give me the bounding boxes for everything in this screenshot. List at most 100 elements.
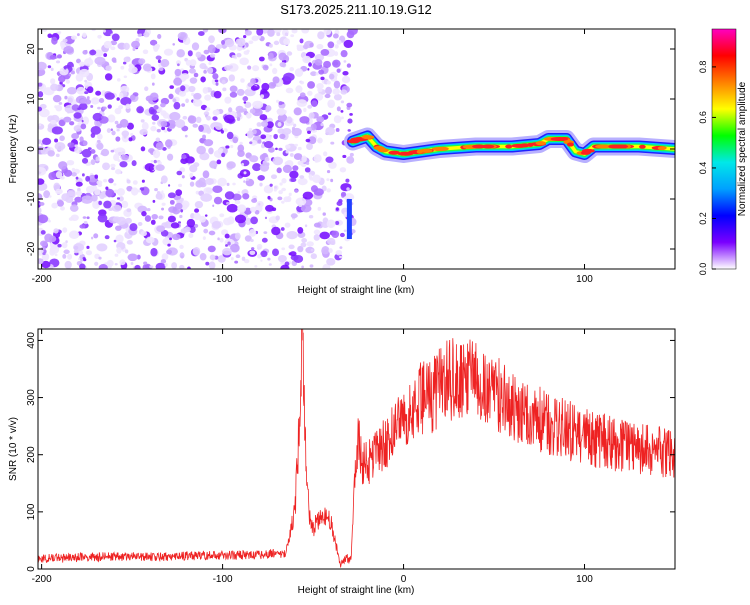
- noise-speckle: [145, 65, 152, 72]
- noise-speckle: [136, 254, 141, 260]
- snr-x-tick-label: 0: [401, 574, 407, 585]
- noise-speckle: [164, 221, 173, 229]
- noise-speckle: [81, 195, 93, 204]
- noise-speckle: [170, 222, 180, 229]
- noise-speckle: [228, 74, 235, 82]
- noise-speckle: [180, 85, 186, 92]
- noise-speckle: [167, 184, 171, 187]
- noise-speckle: [293, 107, 302, 116]
- noise-speckle: [85, 175, 91, 182]
- noise-speckle: [42, 252, 46, 256]
- noise-speckle: [116, 188, 125, 196]
- noise-speckle: [41, 260, 51, 269]
- noise-speckle: [70, 70, 75, 75]
- noise-speckle: [265, 204, 274, 212]
- noise-speckle: [40, 230, 46, 235]
- noise-speckle: [75, 95, 87, 104]
- noise-speckle: [284, 161, 291, 166]
- onset-band: [346, 199, 352, 239]
- noise-speckle: [305, 138, 311, 143]
- noise-speckle: [316, 116, 325, 123]
- noise-speckle: [288, 192, 292, 197]
- noise-speckle: [180, 73, 190, 80]
- noise-speckle: [205, 178, 214, 185]
- noise-speckle: [51, 36, 58, 45]
- noise-speckle: [62, 254, 67, 259]
- noise-speckle: [300, 242, 307, 248]
- noise-speckle: [260, 250, 268, 258]
- noise-speckle: [76, 58, 81, 64]
- noise-speckle: [200, 76, 206, 83]
- noise-speckle: [318, 69, 325, 75]
- noise-speckle: [73, 124, 82, 132]
- noise-speckle: [200, 193, 213, 202]
- noise-speckle: [303, 107, 307, 113]
- noise-speckle: [215, 44, 223, 50]
- noise-speckle: [121, 200, 129, 209]
- noise-speckle: [195, 116, 202, 124]
- noise-speckle: [256, 243, 263, 250]
- noise-speckle: [155, 192, 163, 200]
- noise-speckle: [132, 47, 136, 51]
- noise-speckle: [340, 49, 348, 58]
- noise-speckle: [342, 70, 349, 76]
- noise-speckle: [38, 108, 50, 118]
- noise-speckle: [290, 213, 298, 219]
- noise-speckle: [86, 96, 90, 100]
- noise-speckle: [91, 29, 96, 32]
- noise-speckle: [195, 51, 202, 58]
- noise-speckle: [257, 254, 262, 259]
- signal-hotspot: [377, 148, 389, 153]
- noise-speckle: [340, 109, 344, 113]
- noise-speckle: [172, 43, 175, 46]
- noise-speckle: [54, 142, 66, 151]
- noise-speckle: [203, 139, 214, 147]
- noise-speckle: [193, 72, 199, 78]
- noise-speckle: [139, 128, 148, 136]
- noise-speckle: [336, 200, 343, 207]
- noise-speckle: [77, 107, 82, 111]
- noise-speckle: [104, 73, 113, 81]
- noise-speckle: [118, 92, 124, 99]
- noise-speckle: [245, 217, 252, 226]
- noise-speckle: [307, 68, 310, 71]
- snr-x-tick-label: -200: [32, 574, 52, 585]
- noise-speckle: [82, 216, 87, 219]
- noise-speckle: [167, 192, 176, 199]
- noise-speckle: [96, 180, 103, 185]
- noise-speckle: [164, 262, 168, 267]
- noise-speckle: [343, 39, 354, 49]
- noise-speckle: [309, 264, 314, 268]
- noise-speckle: [84, 79, 88, 83]
- noise-speckle: [330, 141, 335, 145]
- noise-speckle: [185, 59, 192, 66]
- noise-speckle: [56, 54, 62, 59]
- noise-speckle: [306, 241, 314, 247]
- noise-speckle: [346, 63, 352, 68]
- noise-speckle: [126, 208, 132, 213]
- noise-speckle: [144, 86, 149, 92]
- noise-speckle: [277, 113, 288, 123]
- noise-speckle: [276, 99, 280, 103]
- noise-speckle: [313, 234, 320, 241]
- noise-speckle: [243, 101, 247, 104]
- noise-speckle: [129, 223, 138, 232]
- noise-speckle: [61, 193, 70, 202]
- noise-speckle: [220, 129, 224, 134]
- noise-speckle: [152, 149, 161, 159]
- noise-speckle: [273, 133, 278, 140]
- noise-speckle: [130, 132, 134, 136]
- noise-speckle: [325, 126, 336, 136]
- snr-y-tick-label: 200: [26, 446, 37, 463]
- noise-speckle: [79, 263, 86, 269]
- noise-speckle: [310, 185, 319, 193]
- noise-speckle: [110, 167, 116, 171]
- noise-speckle: [277, 254, 287, 263]
- noise-speckle: [38, 68, 46, 77]
- noise-speckle: [244, 101, 252, 109]
- noise-speckle: [104, 235, 110, 240]
- noise-speckle: [229, 65, 233, 69]
- noise-speckle: [261, 237, 268, 243]
- noise-speckle: [114, 262, 118, 266]
- noise-speckle: [64, 260, 72, 269]
